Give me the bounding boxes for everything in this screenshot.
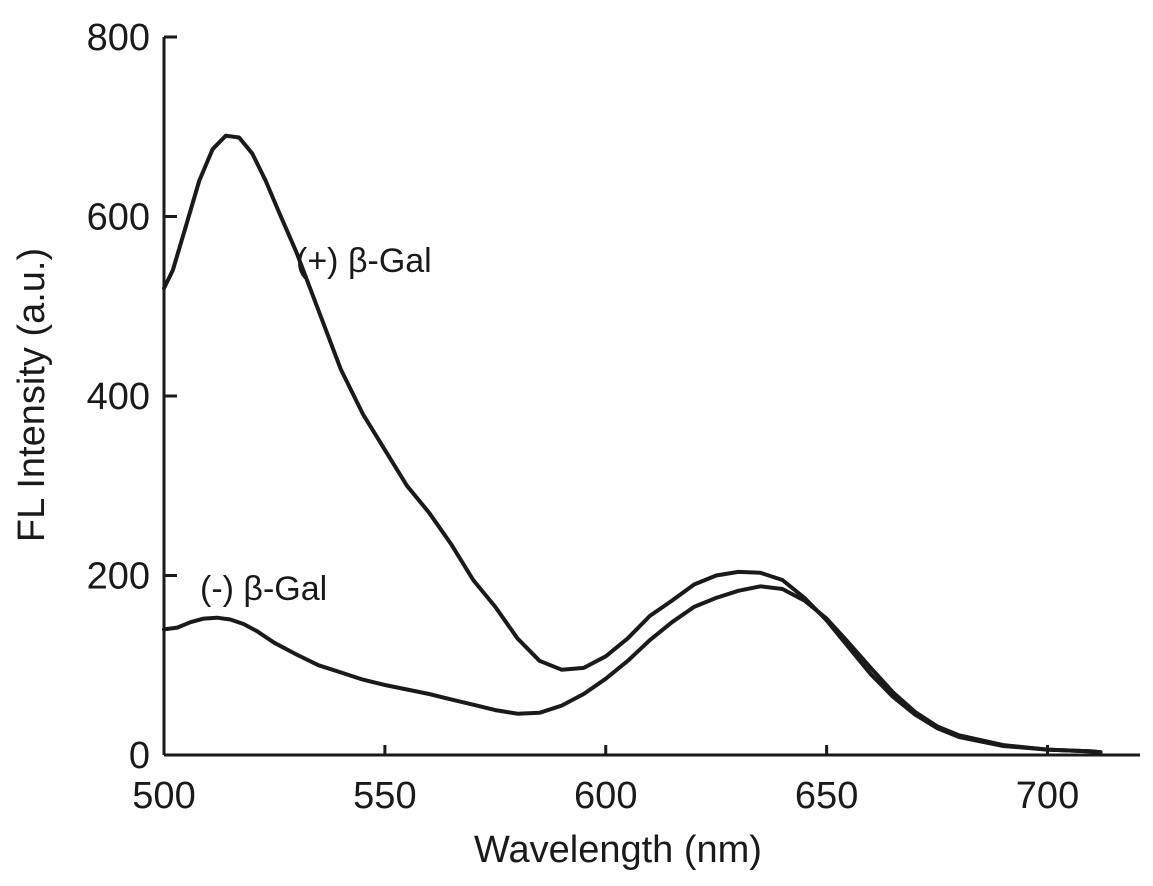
x-tick-label: 500 [132, 775, 195, 817]
annotation-minus-gal: (-) β-Gal [200, 570, 327, 608]
x-axis-ticks: 500 550 600 650 700 [132, 745, 1079, 817]
x-axis-title: Wavelength (nm) [474, 829, 762, 871]
y-tick-label: 200 [87, 556, 150, 598]
x-tick-label: 700 [1016, 775, 1079, 817]
series-line-plus-gal [162, 133, 1103, 755]
y-axis-title: FL Intensity (a.u.) [11, 248, 53, 542]
series-line-minus-gal [162, 584, 1103, 755]
x-tick-label: 650 [795, 775, 858, 817]
annotation-layer: (+) β-Gal (-) β-Gal [200, 242, 432, 608]
y-tick-label: 400 [87, 376, 150, 418]
x-tick-label: 600 [574, 775, 637, 817]
y-tick-label: 600 [87, 197, 150, 239]
annotation-plus-gal: (+) β-Gal [296, 242, 432, 280]
y-tick-label: 0 [129, 735, 150, 777]
series-layer [162, 133, 1103, 755]
y-tick-label: 800 [87, 17, 150, 59]
y-axis-ticks: 0 200 400 600 800 [87, 17, 177, 777]
x-tick-label: 550 [353, 775, 416, 817]
